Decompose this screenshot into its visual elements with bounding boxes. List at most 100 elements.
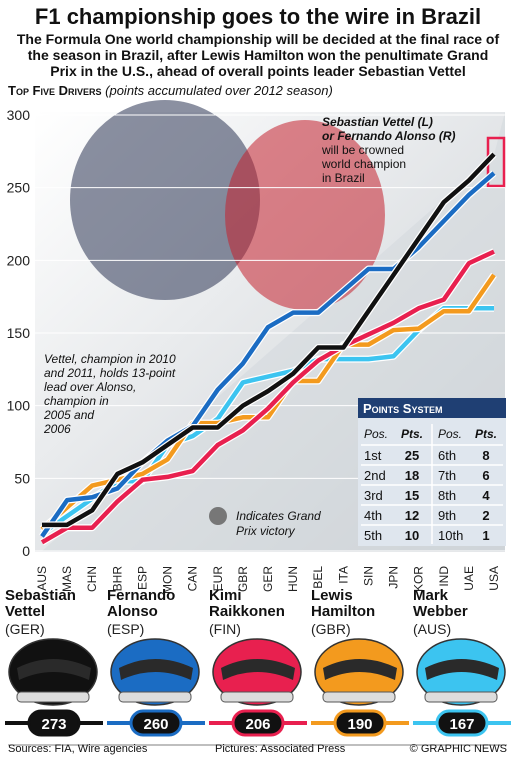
helmet-visor [17,659,91,680]
helmet-visor [323,659,397,680]
x-tick-label: JPN [387,566,401,589]
x-tick-label: KOR [412,566,426,592]
series-line [40,249,495,545]
helmet-base [424,691,498,703]
victory-key-icon [209,507,227,525]
table-cell: 7th [438,468,456,483]
badge [231,709,285,737]
x-tick-label: USA [487,566,501,591]
photo-alonso [225,120,385,310]
driver-panel: Lewis Hamilton (GBR) [311,588,411,738]
vettel-note: and 2011, holds 13-point [44,366,176,380]
y-tick-label: 50 [14,470,30,486]
subtitle-line: Prix in the U.S., ahead of overall point… [50,63,465,79]
x-tick-label: EUR [211,566,225,592]
vettel-note: lead over Alonso, [44,380,136,394]
x-tick-label: MAS [60,566,74,592]
driver-panel: Mark Webber (AUS) [413,588,513,738]
final-points: 167 [449,716,474,733]
section-title: Top Five Drivers [8,83,102,98]
x-tick-label: CHN [85,566,99,592]
driver-name: Lewis Hamilton [311,587,376,620]
table-header: Pos. [364,427,388,441]
champion-note: world champion [321,157,406,171]
table-header: Pos. [438,427,462,441]
table-cell: 8th [438,488,456,503]
table-cell: 6 [482,468,489,483]
driver-country: (GER) [5,621,45,637]
chart-title: F1 championship goes to the wire in Braz… [35,4,481,29]
table-cell: 25 [405,448,419,463]
table-cell: 10 [405,528,419,543]
x-tick-label: CAN [186,566,200,591]
table-cell: 6th [438,448,456,463]
y-tick-label: 150 [7,325,31,341]
driver-country: (AUS) [413,621,452,637]
subtitle-line: The Formula One world championship will … [17,31,500,47]
vettel-note: 2005 and [43,408,94,422]
helmet-visor [425,659,499,680]
x-tick-label: ESP [135,566,149,590]
table-cell: 5th [364,528,382,543]
final-points: 260 [143,716,168,733]
y-tick-label: 300 [7,107,31,123]
champion-note: in Brazil [322,171,365,185]
series-line [42,152,496,528]
victory-key: Indicates Grand [236,509,321,523]
driver-panel: Kimi Raikkonen (FIN) [209,588,309,738]
champion-note: will be crowned [321,143,404,157]
source: Sources: FIA, Wire agencies [8,743,148,755]
table-cell: 4 [482,488,490,503]
x-tick-label: IND [437,566,451,587]
helmet-base [220,691,294,703]
victory-key: Prix victory [236,524,296,538]
table-title: Points System [363,401,442,416]
table-cell: 12 [405,508,419,523]
vettel-note: Vettel, champion in 2010 [44,352,176,366]
table-cell: 9th [438,508,456,523]
x-tick-label: BEL [311,566,325,589]
badge [333,709,387,737]
subtitle-line: the season in Brazil, after Lewis Hamilt… [28,47,489,63]
section-header: Top Five Drivers (points accumulated ove… [8,83,333,98]
x-tick-label: ITA [336,566,350,584]
table-cell: 8 [482,448,489,463]
table-cell: 1st [364,448,382,463]
y-tick-label: 100 [7,398,31,414]
table-header: Pts. [475,427,497,441]
champion-note: or Fernando Alonso (R) [322,129,456,143]
x-tick-label: UAE [462,566,476,591]
table-cell: 4th [364,508,382,523]
helmet-visor [119,659,193,680]
final-points: 273 [41,716,66,733]
credit: © GRAPHIC NEWS [410,743,507,755]
driver-panel: Fernando Alonso (ESP) [107,588,207,738]
pictures-credit: Pictures: Associated Press [215,743,346,755]
driver-name: Kimi Raikkonen [209,587,285,620]
driver-name: Sebastian Vettel [5,587,76,620]
series-line [40,171,496,538]
x-tick-label: HUN [286,566,300,592]
y-tick-label: 0 [22,543,30,559]
photo-vettel [70,100,260,300]
x-tick-label: GBR [236,566,250,592]
driver-name: Mark Webber [413,587,468,620]
helmet-base [322,691,396,703]
table-cell: 2nd [364,468,386,483]
table-title-bar [358,398,506,418]
table-cell: 2 [482,508,489,523]
driver-name: Fernando Alonso [107,587,176,620]
badge [129,709,183,737]
x-tick-label: AUS [35,566,49,591]
badge [27,709,81,737]
y-tick-label: 250 [7,180,31,196]
helmet-visor [221,659,295,680]
table-cell: 15 [405,488,419,503]
helmet-base [118,691,192,703]
y-tick-label: 200 [7,252,31,268]
table-header: Pts. [401,427,423,441]
helmet-base [16,691,90,703]
driver-country: (FIN) [209,621,241,637]
